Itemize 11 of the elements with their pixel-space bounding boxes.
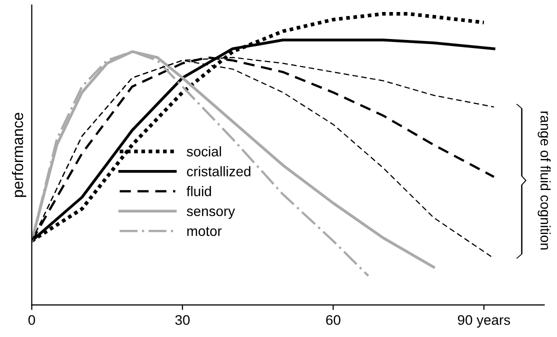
legend-label: fluid — [186, 186, 211, 196]
legend-label: social — [186, 146, 221, 156]
x-tick-label: 90 years — [458, 315, 510, 328]
legend-label: motor — [187, 226, 222, 236]
legend-label: cristallized — [186, 166, 250, 176]
y-axis-title: performance — [12, 112, 26, 197]
annotation: range of fluid cognition — [538, 112, 551, 250]
x-tick-label: 0 — [28, 315, 36, 325]
x-tick-label: 60 — [326, 315, 340, 325]
x-tick-label: 30 — [175, 315, 190, 325]
legend-label: sensory — [186, 208, 236, 219]
